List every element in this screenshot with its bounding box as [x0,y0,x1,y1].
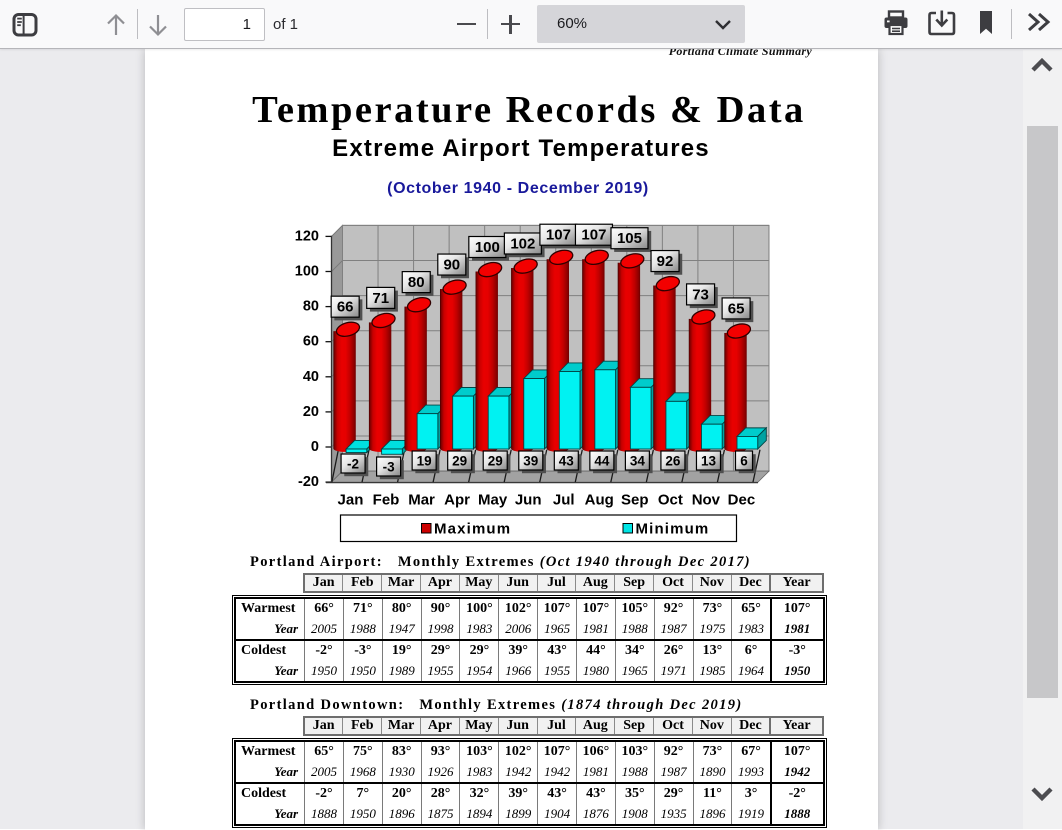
svg-text:13: 13 [701,454,717,469]
svg-text:60: 60 [303,334,319,350]
svg-text:34: 34 [630,454,646,469]
svg-text:Sep: Sep [621,492,649,509]
svg-text:Minimum: Minimum [636,520,710,537]
svg-text:Dec: Dec [728,492,756,509]
svg-text:40: 40 [303,369,319,385]
svg-text:80: 80 [408,274,425,291]
svg-text:29: 29 [452,454,467,469]
svg-text:43: 43 [559,454,575,469]
svg-text:May: May [478,492,508,509]
svg-text:-2: -2 [347,457,359,472]
svg-text:107: 107 [581,227,606,244]
svg-text:71: 71 [372,290,389,307]
svg-text:26: 26 [665,454,681,469]
svg-text:Mar: Mar [408,492,435,509]
svg-text:39: 39 [523,454,538,469]
svg-text:29: 29 [488,454,503,469]
svg-text:19: 19 [417,454,432,469]
svg-text:105: 105 [617,230,642,247]
svg-text:66: 66 [337,299,354,316]
svg-text:100: 100 [475,239,500,256]
svg-text:100: 100 [295,264,319,280]
svg-text:73: 73 [692,286,709,303]
svg-text:102: 102 [510,235,535,252]
svg-text:Feb: Feb [373,492,400,509]
svg-text:80: 80 [303,299,319,315]
svg-text:Maximum: Maximum [434,520,511,537]
svg-text:Oct: Oct [658,492,683,509]
svg-text:92: 92 [657,253,674,270]
svg-text:107: 107 [546,227,571,244]
svg-text:6: 6 [740,454,748,469]
svg-text:Aug: Aug [585,492,614,509]
svg-text:Jul: Jul [553,492,575,509]
svg-text:0: 0 [311,439,319,455]
svg-text:Apr: Apr [444,492,470,509]
svg-text:120: 120 [295,228,319,244]
svg-text:65: 65 [728,300,745,317]
svg-text:Jan: Jan [338,492,364,509]
svg-text:-20: -20 [298,474,319,490]
svg-text:Nov: Nov [692,492,721,509]
svg-text:-3: -3 [383,460,395,475]
svg-text:20: 20 [303,404,319,420]
svg-text:90: 90 [443,257,460,274]
svg-text:Jun: Jun [515,492,542,509]
svg-text:44: 44 [594,454,610,469]
